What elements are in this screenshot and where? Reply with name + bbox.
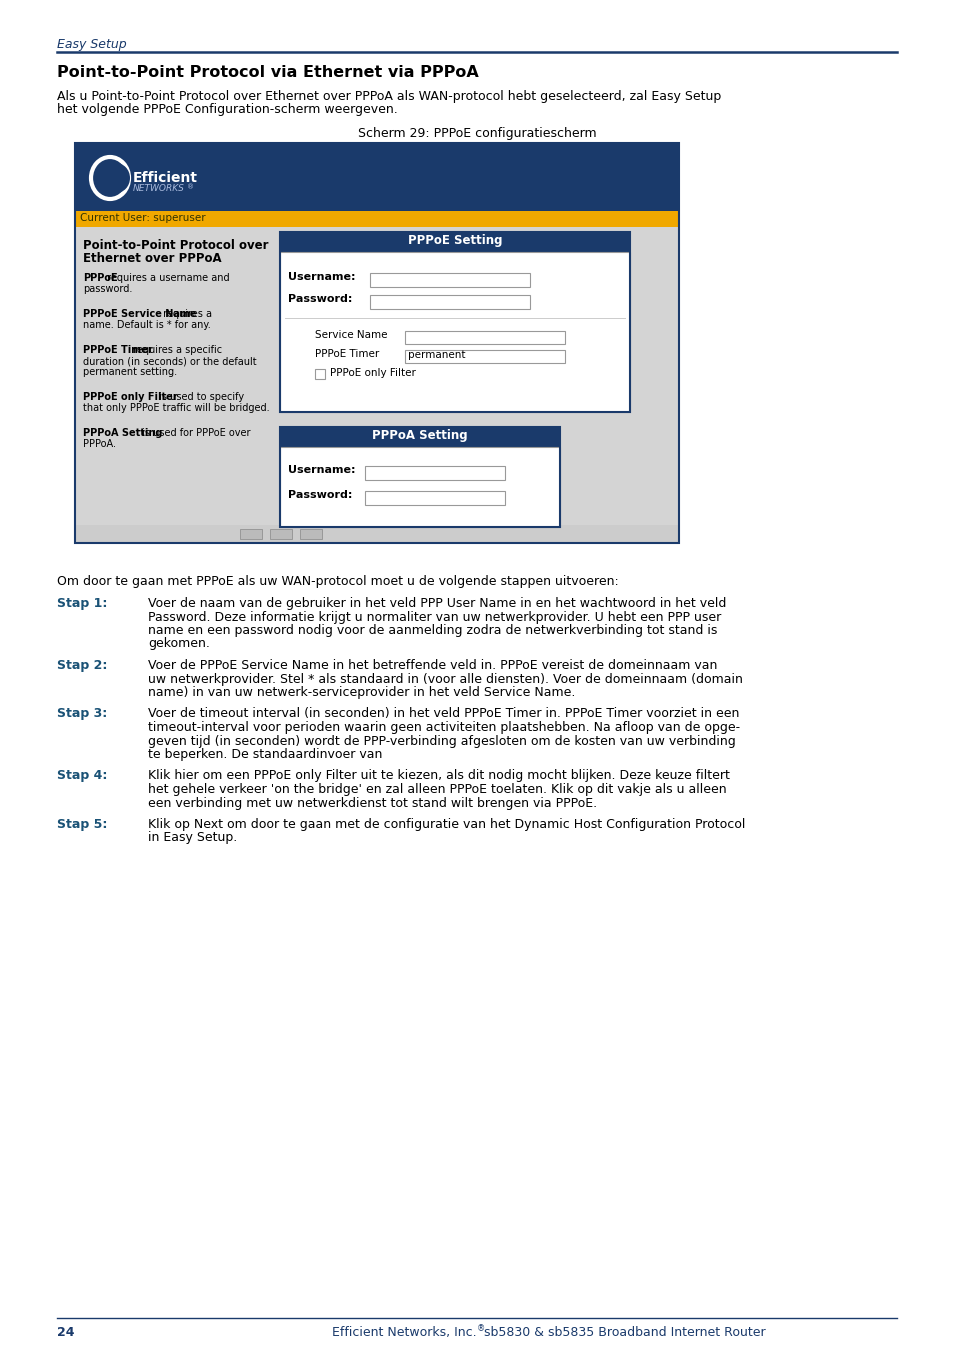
Text: Klik op Next om door te gaan met de configuratie van het Dynamic Host Configurat: Klik op Next om door te gaan met de conf…	[148, 817, 744, 831]
Text: te beperken. De standaardinvoer van: te beperken. De standaardinvoer van	[148, 748, 382, 761]
Text: Password:: Password:	[288, 490, 352, 500]
Text: PPPoE Setting: PPPoE Setting	[407, 234, 501, 247]
Text: requires a username and: requires a username and	[105, 273, 230, 282]
Bar	[75, 227, 679, 543]
Text: een verbinding met uw netwerkdienst tot stand wilt brengen via PPPoE.: een verbinding met uw netwerkdienst tot …	[148, 797, 597, 809]
Bar	[365, 466, 504, 480]
Text: Username:: Username:	[288, 465, 355, 476]
Text: Current User: superuser: Current User: superuser	[80, 213, 206, 223]
Text: uw netwerkprovider. Stel * als standaard in (voor alle diensten). Voer de domein: uw netwerkprovider. Stel * als standaard…	[148, 673, 742, 685]
Bar	[75, 211, 679, 227]
Text: timeout-interval voor perioden waarin geen activiteiten plaatshebben. Na afloop : timeout-interval voor perioden waarin ge…	[148, 721, 740, 734]
Text: Voer de PPPoE Service Name in het betreffende veld in. PPPoE vereist de domeinna: Voer de PPPoE Service Name in het betref…	[148, 659, 717, 671]
Text: Voer de timeout interval (in seconden) in het veld PPPoE Timer in. PPPoE Timer v: Voer de timeout interval (in seconden) i…	[148, 708, 739, 720]
Bar	[75, 526, 679, 543]
Text: 24: 24	[57, 1325, 74, 1339]
Text: het volgende PPPoE Configuration-scherm weergeven.: het volgende PPPoE Configuration-scherm …	[57, 103, 397, 116]
Text: duration (in seconds) or the default: duration (in seconds) or the default	[83, 357, 256, 366]
Text: Stap 2:: Stap 2:	[57, 659, 108, 671]
Text: Password. Deze informatie krijgt u normaliter van uw netwerkprovider. U hebt een: Password. Deze informatie krijgt u norma…	[148, 611, 720, 624]
Bar	[270, 530, 292, 539]
Bar	[280, 232, 629, 412]
Bar	[405, 350, 564, 363]
Text: geven tijd (in seconden) wordt de PPP-verbinding afgesloten om de kosten van uw : geven tijd (in seconden) wordt de PPP-ve…	[148, 735, 735, 747]
Bar	[280, 253, 629, 412]
Text: name. Default is * for any.: name. Default is * for any.	[83, 320, 211, 330]
Ellipse shape	[102, 163, 130, 193]
Bar	[280, 427, 559, 447]
Text: ®: ®	[187, 184, 193, 190]
Text: Scherm 29: PPPoE configuratiescherm: Scherm 29: PPPoE configuratiescherm	[357, 127, 596, 141]
Text: ®: ®	[476, 1324, 485, 1333]
Text: requires a specific: requires a specific	[131, 345, 222, 355]
Bar	[365, 490, 504, 505]
Text: Klik hier om een PPPoE only Filter uit te kiezen, als dit nodig mocht blijken. D: Klik hier om een PPPoE only Filter uit t…	[148, 770, 729, 782]
Text: Stap 5:: Stap 5:	[57, 817, 108, 831]
Text: PPPoE Service Name: PPPoE Service Name	[83, 309, 196, 319]
Bar	[75, 143, 679, 211]
Text: Stap 4:: Stap 4:	[57, 770, 108, 782]
Text: PPPoA.: PPPoA.	[83, 439, 116, 449]
Text: permanent: permanent	[408, 350, 465, 359]
Text: permanent setting.: permanent setting.	[83, 367, 177, 377]
Bar	[405, 331, 564, 345]
Text: name) in van uw netwerk-serviceprovider in het veld Service Name.: name) in van uw netwerk-serviceprovider …	[148, 686, 575, 698]
Text: PPPoE only Filter: PPPoE only Filter	[83, 392, 177, 403]
Text: gekomen.: gekomen.	[148, 638, 210, 650]
Text: Efficient Networks, Inc.: Efficient Networks, Inc.	[332, 1325, 476, 1339]
Text: PPPoA Setting: PPPoA Setting	[372, 430, 467, 442]
Text: PPPoA Setting: PPPoA Setting	[83, 428, 162, 438]
Text: het gehele verkeer 'on the bridge' en zal alleen PPPoE toelaten. Klik op dit vak: het gehele verkeer 'on the bridge' en za…	[148, 784, 726, 796]
Text: requires a: requires a	[160, 309, 213, 319]
Text: Easy Setup: Easy Setup	[57, 38, 127, 51]
Text: PPPoE Timer: PPPoE Timer	[83, 345, 152, 355]
Text: Ethernet over PPPoA: Ethernet over PPPoA	[83, 253, 221, 265]
Text: sb5830 & sb5835 Broadband Internet Router: sb5830 & sb5835 Broadband Internet Route…	[479, 1325, 765, 1339]
Text: Username:: Username:	[288, 272, 355, 282]
Bar	[314, 369, 325, 380]
Text: Als u Point-to-Point Protocol over Ethernet over PPPoA als WAN-protocol hebt ges: Als u Point-to-Point Protocol over Ether…	[57, 91, 720, 103]
Text: is used to specify: is used to specify	[156, 392, 244, 403]
Text: password.: password.	[83, 284, 132, 295]
Text: in Easy Setup.: in Easy Setup.	[148, 831, 237, 844]
Text: NETWORKS: NETWORKS	[132, 184, 185, 193]
Text: is used for PPPoE over: is used for PPPoE over	[139, 428, 250, 438]
Bar	[280, 447, 559, 527]
Text: PPPoE only Filter: PPPoE only Filter	[330, 367, 416, 378]
Text: Point-to-Point Protocol via Ethernet via PPPoA: Point-to-Point Protocol via Ethernet via…	[57, 65, 478, 80]
Bar	[370, 273, 530, 286]
Text: Efficient: Efficient	[132, 172, 198, 185]
Bar	[75, 143, 679, 543]
Bar	[280, 427, 559, 527]
Bar	[280, 232, 629, 253]
Text: Voer de naam van de gebruiker in het veld PPP User Name in en het wachtwoord in : Voer de naam van de gebruiker in het vel…	[148, 597, 725, 611]
Text: Password:: Password:	[288, 295, 352, 304]
Text: Point-to-Point Protocol over: Point-to-Point Protocol over	[83, 239, 268, 253]
Text: name en een password nodig voor de aanmelding zodra de netwerkverbinding tot sta: name en een password nodig voor de aanme…	[148, 624, 717, 638]
Text: PPPoE: PPPoE	[83, 273, 117, 282]
Bar	[299, 530, 322, 539]
Text: that only PPPoE traffic will be bridged.: that only PPPoE traffic will be bridged.	[83, 403, 270, 413]
Text: Om door te gaan met PPPoE als uw WAN-protocol moet u de volgende stappen uitvoer: Om door te gaan met PPPoE als uw WAN-pro…	[57, 576, 618, 588]
Bar	[370, 295, 530, 309]
Text: PPPoE Timer: PPPoE Timer	[314, 349, 379, 359]
Text: Service Name: Service Name	[314, 330, 387, 340]
Bar	[240, 530, 262, 539]
Text: Stap 1:: Stap 1:	[57, 597, 108, 611]
Text: Stap 3:: Stap 3:	[57, 708, 107, 720]
